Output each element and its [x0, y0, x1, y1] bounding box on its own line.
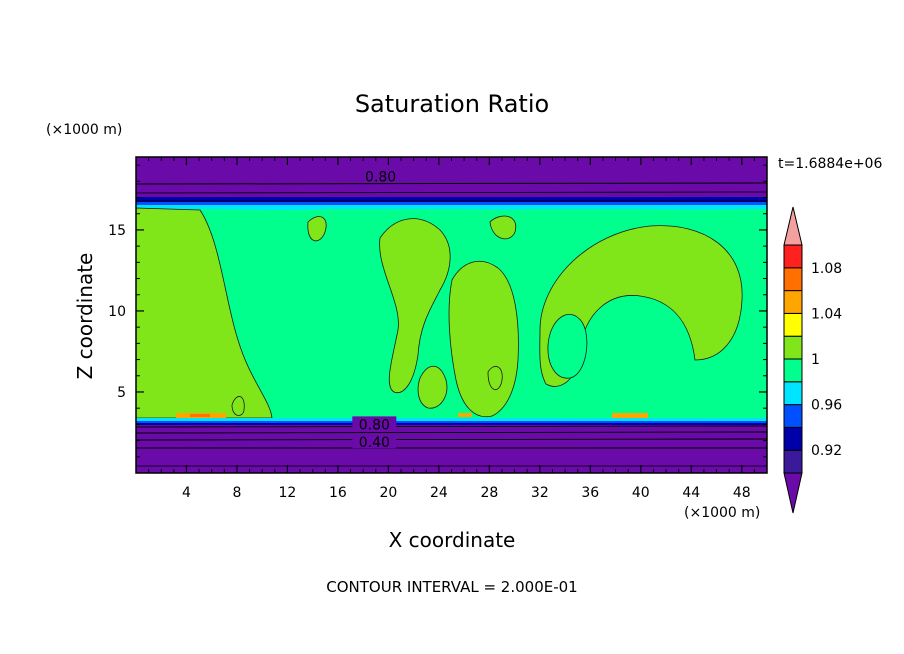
plot-area: 0.80 0.80 0.40: [136, 157, 767, 473]
colorbar-segment: [783, 244, 803, 269]
colorbar-segment: [783, 404, 803, 428]
colorbar-segment: [783, 381, 803, 406]
contour-label: 0.40: [359, 435, 390, 451]
y-tick-label: 10: [108, 304, 126, 320]
upper-dry-layer: [136, 157, 767, 197]
upper-band-wavy: [136, 205, 767, 210]
moist-patch-right-dome: [539, 225, 743, 387]
x-tick-label: 16: [329, 485, 347, 501]
contour-interval-footer: CONTOUR INTERVAL = 2.000E-01: [326, 578, 577, 596]
y-axis: 5 10 15: [108, 164, 767, 458]
contour-label-bg: [358, 168, 403, 183]
moist-patch-small: [307, 216, 327, 242]
colorbar-over-triangle: [783, 206, 803, 246]
colorbar-label: 1.04: [811, 306, 842, 322]
moist-patch-lower-mid: [417, 365, 448, 409]
colorbar-segment: [783, 426, 803, 451]
x-tick-label: 40: [632, 485, 650, 501]
contour-line-upper-2: [136, 191, 767, 194]
moist-patch-center-top: [489, 215, 517, 240]
x-axis-label: X coordinate: [389, 528, 516, 552]
x-tick-label: 32: [531, 485, 549, 501]
contour-line-upper-0.80: [136, 182, 767, 185]
moist-patch-center-left: [379, 218, 451, 394]
time-label: t=1.6884e+06: [778, 156, 882, 172]
x-tick-label: 24: [430, 485, 448, 501]
colorbar-label: 1.08: [811, 261, 842, 277]
moist-patch-lower-mid2: [487, 366, 503, 390]
colorbar-label: 0.96: [811, 398, 842, 414]
contour-label: 0.80: [359, 417, 390, 433]
colorbar-under-triangle: [783, 472, 803, 514]
warm-spot-center: [458, 413, 472, 417]
chart-title: Saturation Ratio: [355, 90, 549, 118]
contour-labels: 0.80 0.80 0.40: [352, 168, 403, 451]
contour-label-bg: [352, 416, 397, 431]
x-tick-label: 48: [733, 485, 751, 501]
warm-spot-right: [612, 413, 648, 418]
moist-patch-lower-left: [231, 396, 245, 416]
x-tick-label: 28: [480, 485, 498, 501]
x-tick-label: 12: [279, 485, 297, 501]
contour-label-bg: [352, 434, 397, 449]
contour-label: 0.80: [365, 169, 396, 185]
y-unit-label: (×1000 m): [46, 122, 122, 138]
x-axis: 4 8 12 16 20 24 28 32 36 40 44 48: [148, 157, 755, 501]
lower-band-0.96: [136, 421, 767, 423]
x-tick-label: 20: [379, 485, 397, 501]
y-tick-label: 15: [108, 223, 126, 239]
x-tick-label: 8: [232, 485, 241, 501]
colorbar-segment: [783, 358, 803, 383]
x-tick-label: 4: [182, 485, 191, 501]
upper-band-0.92: [136, 197, 767, 202]
x-tick-label: 44: [682, 485, 700, 501]
moist-patch-left: [136, 207, 273, 419]
warm-spot-left-core: [190, 414, 210, 417]
lower-band-0.98: [136, 418, 767, 421]
x-tick-label: 36: [581, 485, 599, 501]
colorbar-segment: [783, 335, 803, 360]
colorbar: 0.92 0.96 1 1.04 1.08: [783, 206, 842, 514]
y-tick-label: 5: [117, 385, 126, 401]
colorbar-label: 0.92: [811, 443, 842, 459]
moist-patch-right-ring: [547, 314, 588, 379]
colorbar-label: 1: [811, 352, 820, 368]
colorbar-segment: [783, 267, 803, 292]
colorbar-segment: [783, 312, 803, 337]
upper-band-0.96: [136, 202, 767, 205]
y-axis-label: Z coordinate: [73, 253, 97, 380]
colorbar-segment: [783, 449, 803, 474]
colorbar-segment: [783, 290, 803, 314]
lower-band-0.92: [136, 423, 767, 425]
x-unit-label: (×1000 m): [684, 505, 760, 521]
